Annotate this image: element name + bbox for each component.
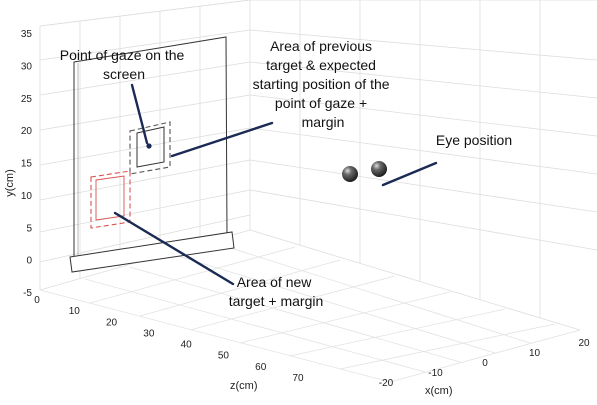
previous-target-annotation: Area of previous target & expected start… [253,38,394,130]
y_axis-tick-label: 15 [21,159,33,170]
x-axis-ticks: -20 -10 0 10 20 [379,338,590,389]
y_axis-tick-label: 5 [26,223,32,234]
gaze-point-dot [146,143,152,149]
y_axis-tick-label: -5 [23,288,32,299]
z_axis-tick-label: 60 [255,362,267,373]
y_axis-tick-label: 20 [21,126,33,137]
screen [69,36,235,273]
gaze-point-annotation: Point of gaze on the screen [60,47,188,82]
y_axis-tick-label: 30 [21,61,33,72]
z_axis-tick-label: 50 [218,351,230,362]
eye-position-markers [342,161,387,182]
x_axis-tick-label: 0 [482,358,488,369]
previous-target-leader [170,121,274,158]
z-axis-label: z(cm) [230,380,258,392]
z_axis-tick-label: 20 [106,317,118,328]
y-axis-ticks: -5 0 5 10 15 20 25 30 35 [21,29,33,299]
x_axis-tick-label: 10 [529,348,541,359]
screen-stand [69,231,235,273]
new-target-leader [113,211,235,286]
y_axis-tick-label: 35 [21,29,33,40]
x_axis-tick-label: -10 [428,368,443,379]
y_axis-tick-label: 10 [21,191,33,202]
x_axis-tick-label: 20 [578,338,590,349]
eye-position-leader [381,161,438,187]
new-target-annotation: Area of new target + margin [229,274,324,309]
right-eye-ball [371,161,387,177]
leader-lines [113,83,438,286]
z_axis-tick-label: 30 [143,328,155,339]
side-wall-grid [249,0,597,331]
z_axis-tick-label: 40 [181,340,193,351]
y_axis-tick-label: 25 [21,94,33,105]
z_axis-tick-label: 0 [34,295,40,306]
eye-position-annotation: Eye position [436,132,512,148]
x_axis-tick-label: -20 [379,378,394,389]
gaze-point-leader [130,83,149,145]
z_axis-tick-label: 10 [69,306,81,317]
z-axis-ticks: 0 10 20 30 40 50 60 70 [34,295,304,384]
left-eye-ball [342,166,358,182]
previous-target-area [129,121,171,175]
y_axis-tick-label: 0 [26,256,32,267]
floor-grid [39,242,581,383]
x-axis-label: x(cm) [425,385,453,397]
y-axis-label: y(cm) [4,169,16,197]
back-wall-grid [39,0,251,291]
z_axis-tick-label: 70 [292,373,304,384]
